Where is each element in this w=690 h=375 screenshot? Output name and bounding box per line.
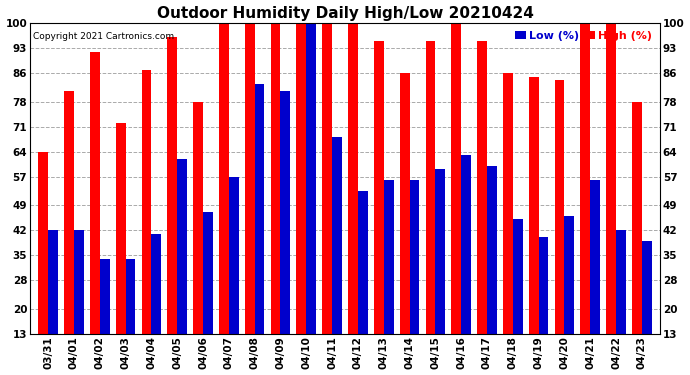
- Bar: [332, 137, 342, 334]
- Bar: [513, 219, 522, 334]
- Bar: [580, 0, 590, 334]
- Bar: [529, 76, 539, 334]
- Bar: [564, 216, 574, 334]
- Bar: [151, 234, 161, 334]
- Bar: [477, 41, 487, 334]
- Bar: [297, 0, 306, 334]
- Bar: [348, 0, 358, 334]
- Bar: [555, 80, 564, 334]
- Bar: [590, 180, 600, 334]
- Bar: [74, 230, 83, 334]
- Bar: [306, 23, 316, 334]
- Text: Copyright 2021 Cartronics.com: Copyright 2021 Cartronics.com: [33, 32, 175, 41]
- Title: Outdoor Humidity Daily High/Low 20210424: Outdoor Humidity Daily High/Low 20210424: [157, 6, 533, 21]
- Bar: [245, 0, 255, 334]
- Legend: Low (%), High (%): Low (%), High (%): [513, 28, 654, 43]
- Bar: [177, 159, 187, 334]
- Bar: [435, 170, 445, 334]
- Bar: [39, 152, 48, 334]
- Bar: [116, 123, 126, 334]
- Bar: [539, 237, 549, 334]
- Bar: [503, 73, 513, 334]
- Bar: [322, 0, 332, 334]
- Bar: [126, 259, 135, 334]
- Bar: [280, 91, 290, 334]
- Bar: [384, 180, 393, 334]
- Bar: [410, 180, 420, 334]
- Bar: [642, 241, 651, 334]
- Bar: [229, 177, 239, 334]
- Bar: [461, 155, 471, 334]
- Bar: [632, 102, 642, 334]
- Bar: [168, 38, 177, 334]
- Bar: [451, 9, 461, 334]
- Bar: [426, 41, 435, 334]
- Bar: [203, 212, 213, 334]
- Bar: [607, 2, 616, 334]
- Bar: [64, 91, 74, 334]
- Bar: [90, 52, 100, 334]
- Bar: [358, 191, 368, 334]
- Bar: [255, 84, 264, 334]
- Bar: [100, 259, 110, 334]
- Bar: [374, 41, 384, 334]
- Bar: [400, 73, 410, 334]
- Bar: [219, 20, 229, 334]
- Bar: [193, 102, 203, 334]
- Bar: [141, 69, 151, 334]
- Bar: [270, 9, 280, 334]
- Bar: [616, 230, 626, 334]
- Bar: [487, 166, 497, 334]
- Bar: [48, 230, 58, 334]
